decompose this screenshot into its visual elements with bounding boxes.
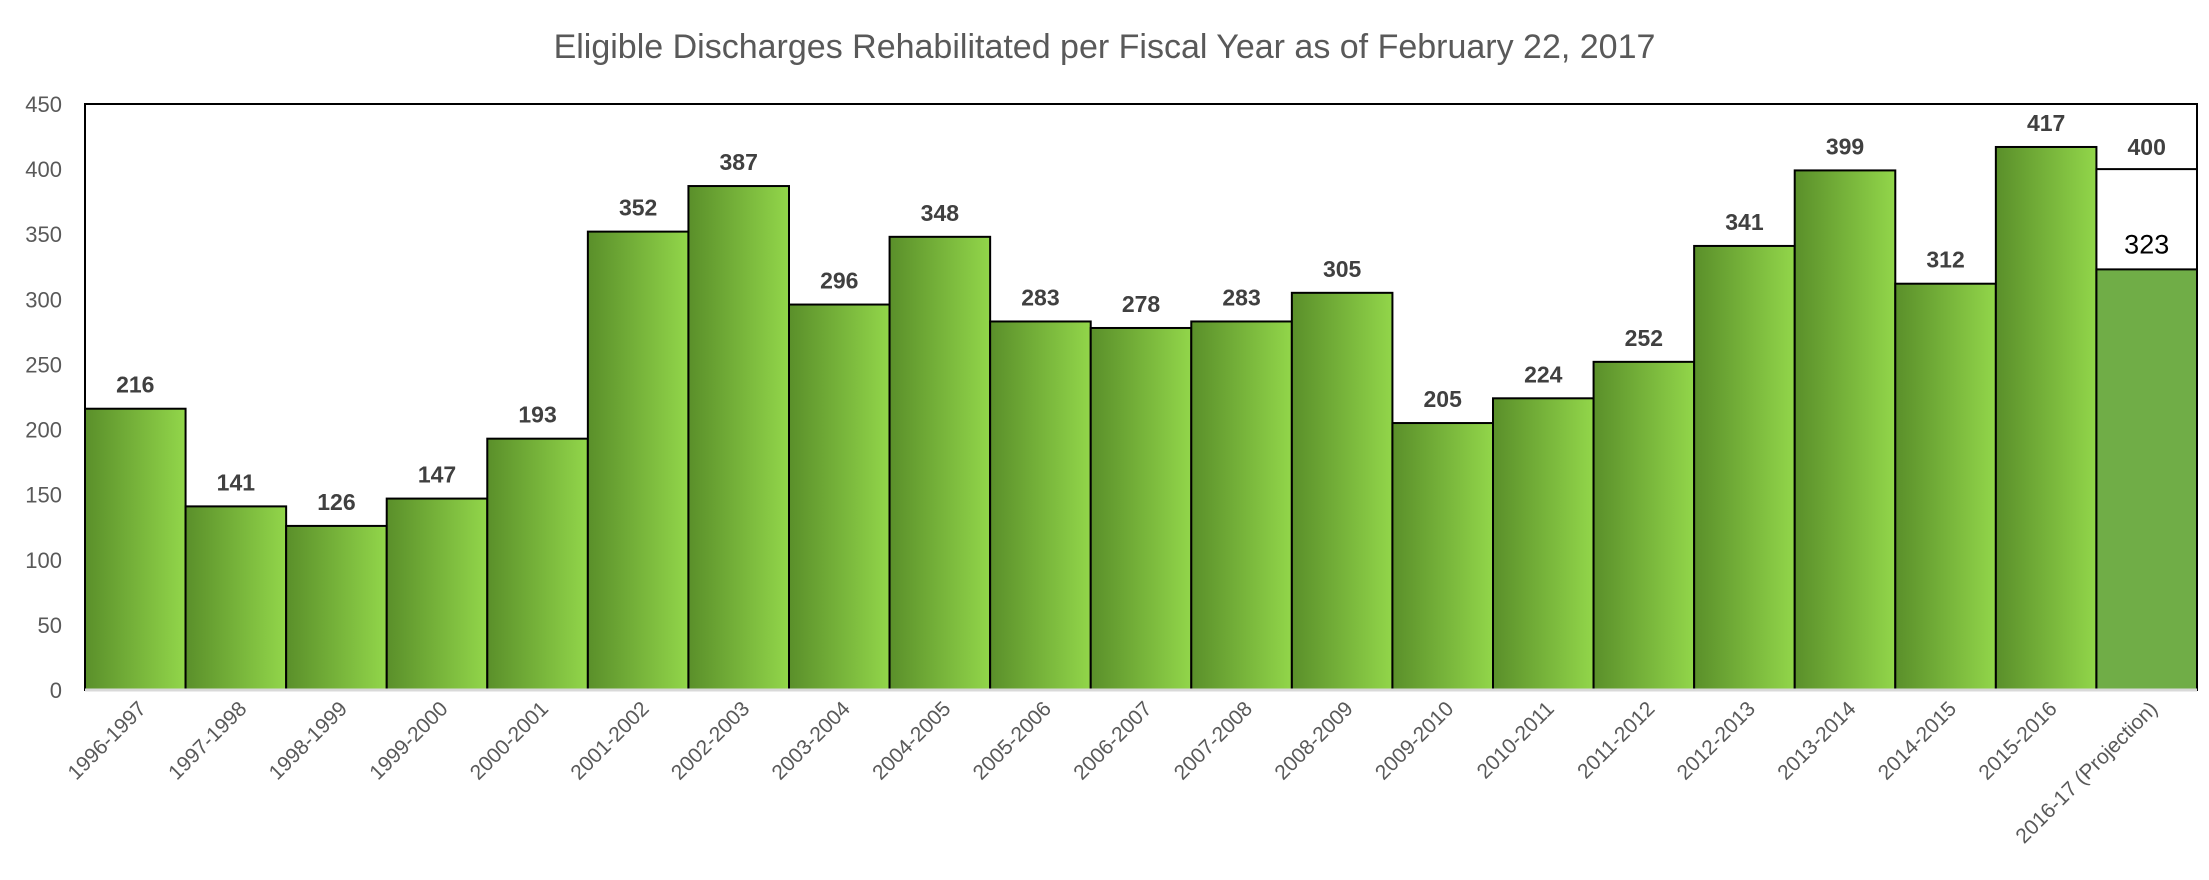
projection-actual-bar [2095,268,2198,691]
x-tick-label: 2002-2003 [667,697,754,784]
x-tick-label: 2009-2010 [1371,697,1458,784]
y-tick-label: 300 [25,287,62,312]
y-tick-label: 250 [25,352,62,377]
x-tick-label: 1999-2000 [365,697,452,784]
data-label: 193 [518,402,556,428]
data-label: 352 [619,195,657,221]
y-tick-label: 0 [50,678,62,703]
bar [1793,169,1897,691]
y-tick-label: 150 [25,483,62,508]
data-label: 283 [1222,284,1260,310]
y-tick-label: 200 [25,418,62,443]
x-tick-label: 2014-2015 [1874,697,1961,784]
x-tick-label: 2011-2012 [1573,697,1659,783]
x-tick-label: 1997-1998 [164,697,251,784]
bar [788,303,891,691]
bar [1693,244,1796,691]
bar [1994,145,2098,691]
data-label: 141 [217,469,256,495]
x-tick-label: 2001-2002 [566,697,653,784]
bar [1290,291,1394,691]
data-label: 252 [1625,325,1663,351]
bar [184,505,288,691]
bar [385,497,489,691]
projection-target-label: 400 [2128,134,2166,160]
x-tick-label: 2006-2007 [1069,697,1156,784]
bar [84,407,187,691]
x-tick-label: 2003-2004 [768,697,856,785]
bar [888,235,992,691]
bar [1592,360,1696,691]
x-tick-label: 1998-1999 [265,697,352,784]
data-label: 126 [317,489,355,515]
bar [687,185,791,691]
x-tick-label: 2010-2011 [1473,697,1559,783]
projection-actual-label: 323 [2124,229,2169,259]
data-label: 305 [1323,256,1362,282]
data-label: 283 [1021,284,1059,310]
bar [1894,282,1997,691]
x-tick-label: 2008-2009 [1270,697,1357,784]
data-label: 205 [1424,386,1463,412]
y-tick-label: 100 [25,548,62,573]
bar [1391,422,1495,691]
chart-title: Eligible Discharges Rehabilitated per Fi… [553,28,1656,66]
x-tick-label: 2007-2008 [1170,697,1257,784]
bar [1492,397,1595,691]
data-label: 296 [820,268,858,294]
x-tick-label: 2000-2001 [466,697,553,784]
bar [989,320,1092,691]
x-tick-label: 2015-2016 [1974,697,2061,784]
data-label: 224 [1524,361,1563,387]
bar [586,230,690,692]
x-tick-label: 2005-2006 [969,697,1056,784]
x-tick-label: 1996-1997 [64,697,151,784]
x-tick-label: 2013-2014 [1773,697,1861,785]
bar [1089,326,1193,691]
x-tick-label: 2004-2005 [868,697,955,784]
data-label: 387 [720,149,758,175]
bar [486,437,589,691]
data-label: 341 [1725,209,1764,235]
y-tick-label: 50 [38,613,62,638]
data-label: 216 [116,372,154,398]
data-label: 278 [1122,291,1161,317]
x-tick-label: 2012-2013 [1673,697,1760,784]
data-label: 348 [921,200,960,226]
bar [1190,320,1293,691]
bar [285,524,388,691]
data-label: 399 [1826,133,1864,159]
data-label: 147 [418,462,456,488]
data-label: 417 [2027,110,2065,136]
y-tick-label: 450 [25,92,62,117]
y-tick-label: 400 [25,157,62,182]
y-tick-label: 350 [25,222,62,247]
data-label: 312 [1926,247,1964,273]
